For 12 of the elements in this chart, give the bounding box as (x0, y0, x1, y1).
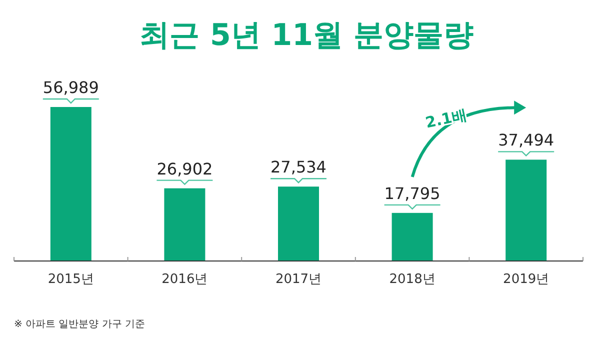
data-label: 37,494 (498, 130, 554, 150)
chart-title: 최근 5년 11월 분양물량 (140, 18, 474, 53)
text: ※ 아파트 일반분양 가구 기준 (14, 319, 146, 330)
x-tick-label: 2015년 (48, 272, 94, 287)
data-label: 17,795 (384, 184, 440, 203)
x-tick-label: 2019년 (503, 272, 550, 287)
x-tick-label: 2016년 (162, 272, 208, 287)
x-tick-label: 2018년 (389, 272, 436, 287)
x-tick-label: 2017년 (275, 272, 322, 287)
data-label: 26,902 (156, 159, 213, 178)
data-label: 27,534 (270, 158, 326, 177)
data-label: 56,989 (42, 78, 99, 97)
